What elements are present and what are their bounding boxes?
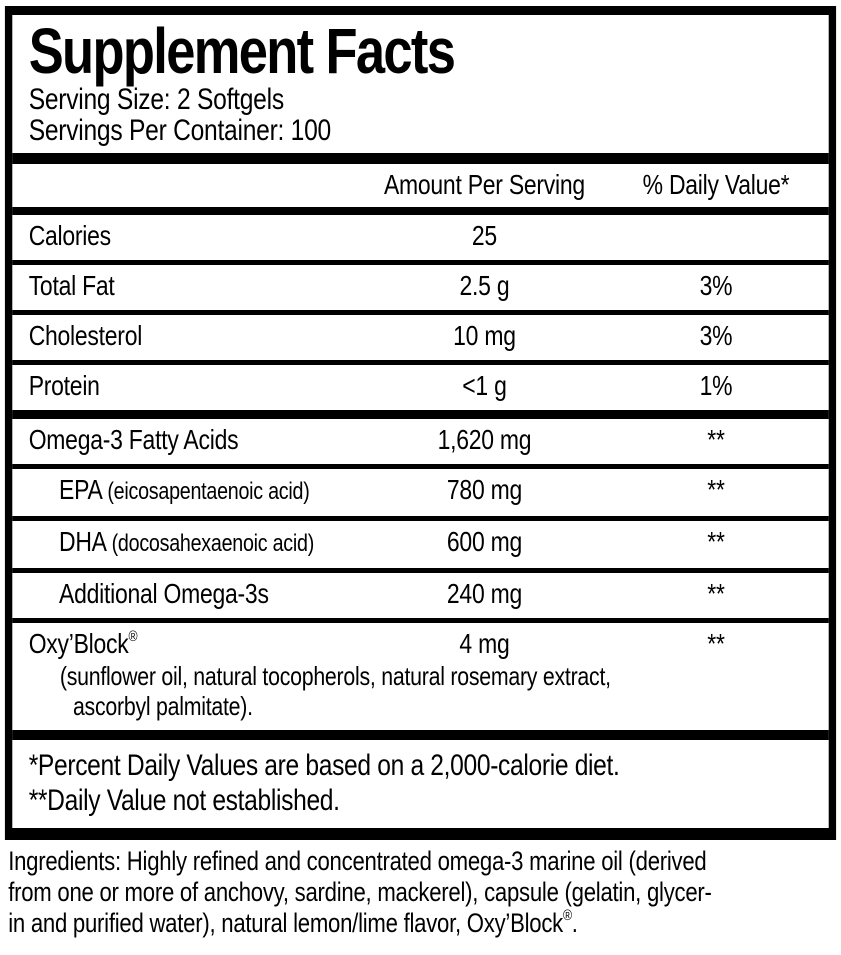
column-header-amount: Amount Per Serving (383, 169, 585, 201)
divider (12, 360, 829, 366)
row-amount: 2.5 g (459, 270, 510, 302)
row-description-line: (sunflower oil, natural tocopherols, nat… (59, 661, 611, 692)
divider (12, 260, 829, 266)
ingredients-line: Ingredients: Highly refined and concentr… (8, 846, 707, 877)
row-description: (sunflower oil, natural tocopherols, nat… (29, 659, 813, 721)
row-name: Calories (28, 220, 111, 252)
footnotes: *Percent Daily Values are based on a 2,0… (12, 740, 828, 828)
row-name: DHA (docosahexaenoic acid) (59, 526, 315, 558)
column-header-daily-value: % Daily Value* (642, 169, 790, 201)
row-name-detail: (eicosapentaenoic acid) (107, 478, 310, 506)
table-header-row: Amount Per Serving % Daily Value* (12, 164, 828, 207)
table-row-omega3: Omega-3 Fatty Acids 1,620 mg ** (12, 419, 828, 464)
row-amount: 4 mg (459, 628, 510, 660)
row-daily-value: 3% (699, 270, 733, 302)
table-row-epa: EPA (eicosapentaenoic acid) 780 mg ** (12, 469, 828, 516)
divider (12, 464, 829, 470)
row-daily-value: ** (707, 424, 725, 456)
table-row-dha: DHA (docosahexaenoic acid) 600 mg ** (12, 521, 828, 568)
registered-trademark: ® (128, 628, 138, 646)
row-daily-value: ** (707, 628, 725, 660)
table-row-calories: Calories 25 (12, 215, 828, 260)
row-name: Total Fat (28, 270, 115, 302)
page-title: Supplement Facts (28, 15, 456, 87)
row-daily-value: 1% (699, 370, 733, 402)
ingredients-line: in and purified water), natural lemon/li… (8, 907, 578, 939)
footnote-not-established: **Daily Value not established. (28, 784, 340, 818)
ingredients-paragraph: Ingredients: Highly refined and concentr… (8, 846, 841, 939)
table-row-oxyblock: Oxy’Block® 4 mg ** (sunflower oil, natur… (12, 623, 828, 730)
row-amount: 10 mg (453, 320, 516, 352)
divider-footnote (12, 730, 829, 741)
row-name: Protein (28, 370, 100, 402)
row-name: Omega-3 Fatty Acids (28, 424, 239, 456)
table-row-additional-omega3s: Additional Omega-3s 240 mg ** (12, 573, 828, 618)
divider (12, 568, 829, 574)
row-amount: 780 mg (446, 474, 522, 506)
divider-header (12, 207, 829, 216)
supplement-facts-box: Supplement Facts Serving Size: 2 Softgel… (4, 6, 837, 841)
divider (12, 618, 829, 624)
table-row-total-fat: Total Fat 2.5 g 3% (12, 265, 828, 310)
footnote-daily-values: *Percent Daily Values are based on a 2,0… (28, 749, 620, 783)
row-name: Cholesterol (28, 320, 143, 352)
divider-thick (12, 153, 829, 165)
row-amount: <1 g (462, 370, 507, 402)
row-amount: 240 mg (446, 578, 522, 610)
row-daily-value: ** (707, 578, 725, 610)
divider (12, 310, 829, 316)
divider (12, 516, 829, 522)
row-name: Oxy’Block® (28, 628, 138, 660)
row-daily-value: ** (707, 474, 725, 506)
ingredients-line: from one or more of anchovy, sardine, ma… (8, 877, 712, 908)
row-name-detail: (docosahexaenoic acid) (111, 530, 315, 558)
row-daily-value: ** (707, 526, 725, 558)
row-amount: 600 mg (446, 526, 522, 558)
registered-trademark: ® (562, 907, 572, 925)
row-name: EPA (eicosapentaenoic acid) (59, 474, 310, 506)
row-amount: 1,620 mg (437, 424, 532, 456)
supplement-facts-panel: Supplement Facts Serving Size: 2 Softgel… (0, 6, 841, 939)
servings-per-container: Servings Per Container: 100 (28, 114, 332, 148)
serving-size: Serving Size: 2 Softgels (28, 83, 284, 117)
row-description-line: ascorbyl palmitate). (72, 691, 253, 722)
divider-section (12, 410, 829, 420)
table-row-protein: Protein <1 g 1% (12, 365, 828, 410)
row-name: Additional Omega-3s (59, 578, 269, 610)
row-daily-value: 3% (699, 320, 733, 352)
table-row-cholesterol: Cholesterol 10 mg 3% (12, 315, 828, 360)
row-amount: 25 (471, 220, 497, 252)
